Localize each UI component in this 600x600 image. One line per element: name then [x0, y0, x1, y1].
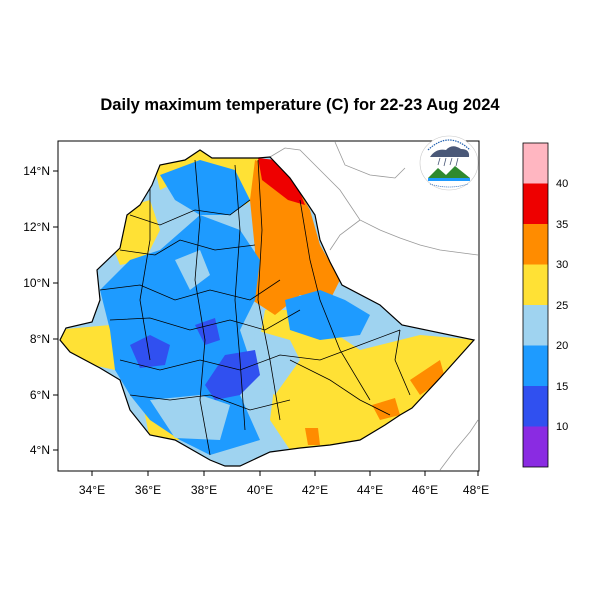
colorbar-label: 40: [556, 178, 568, 190]
x-axis: 34°E 36°E 38°E 40°E 42°E 44°E 46°E 48°E: [79, 471, 489, 497]
fill-light-south: [150, 395, 230, 440]
y-tick-label: 14°N: [23, 164, 50, 178]
y-tick-label: 10°N: [23, 276, 50, 290]
colorbar-swatch: [523, 426, 548, 467]
zone-boundaries: [99, 159, 411, 456]
x-tick-label: 36°E: [135, 483, 161, 497]
fill-red-danakil: [258, 158, 305, 205]
x-tick-label: 38°E: [191, 483, 217, 497]
y-tick-label: 8°N: [30, 332, 50, 346]
map-title: Daily maximum temperature (C) for 22-23 …: [100, 96, 500, 114]
colorbar: 40 35 30 25 20 15 10: [522, 142, 568, 468]
plot-frame: [57, 140, 480, 472]
fill-blue-east: [285, 290, 370, 340]
colorbar-label: 10: [556, 421, 568, 433]
colorbar-swatch: [523, 345, 548, 386]
colorbar-swatch: [523, 264, 548, 305]
x-tick-label: 42°E: [302, 483, 328, 497]
colorbar-swatch: [523, 305, 548, 346]
x-tick-label: 46°E: [412, 483, 438, 497]
y-tick-label: 4°N: [30, 443, 50, 457]
colorbar-swatch: [523, 224, 548, 265]
fill-light-east: [250, 330, 300, 395]
colorbar-label: 25: [556, 300, 568, 312]
fill-orange-afar: [250, 160, 340, 315]
country-outline: [59, 149, 476, 467]
fill-darkblue-west: [130, 335, 170, 368]
fill-darkblue-center: [195, 318, 220, 345]
neighbor-boundaries: [269, 141, 479, 471]
fill-darkblue-south: [205, 350, 260, 400]
colorbar-swatch: [523, 143, 548, 184]
fill-light-center: [175, 250, 210, 290]
fill-blue-north: [160, 160, 250, 215]
agency-logo: [419, 135, 479, 191]
y-tick-label: 6°N: [30, 388, 50, 402]
temperature-fill: [60, 150, 474, 466]
colorbar-label: 20: [556, 340, 568, 352]
x-tick-label: 34°E: [79, 483, 105, 497]
y-axis: 14°N 12°N 10°N 8°N 6°N 4°N: [23, 164, 58, 457]
colorbar-label: 15: [556, 381, 568, 393]
colorbar-swatch: [523, 386, 548, 427]
colorbar-swatch: [523, 183, 548, 224]
fill-orange-south: [305, 428, 320, 445]
x-tick-label: 48°E: [463, 483, 489, 497]
colorbar-label: 30: [556, 259, 568, 271]
fill-orange-east: [410, 360, 445, 395]
y-tick-label: 12°N: [23, 220, 50, 234]
fill-orange-southeast: [372, 398, 400, 420]
x-tick-label: 44°E: [357, 483, 383, 497]
x-tick-label: 40°E: [247, 483, 273, 497]
colorbar-label: 35: [556, 219, 568, 231]
